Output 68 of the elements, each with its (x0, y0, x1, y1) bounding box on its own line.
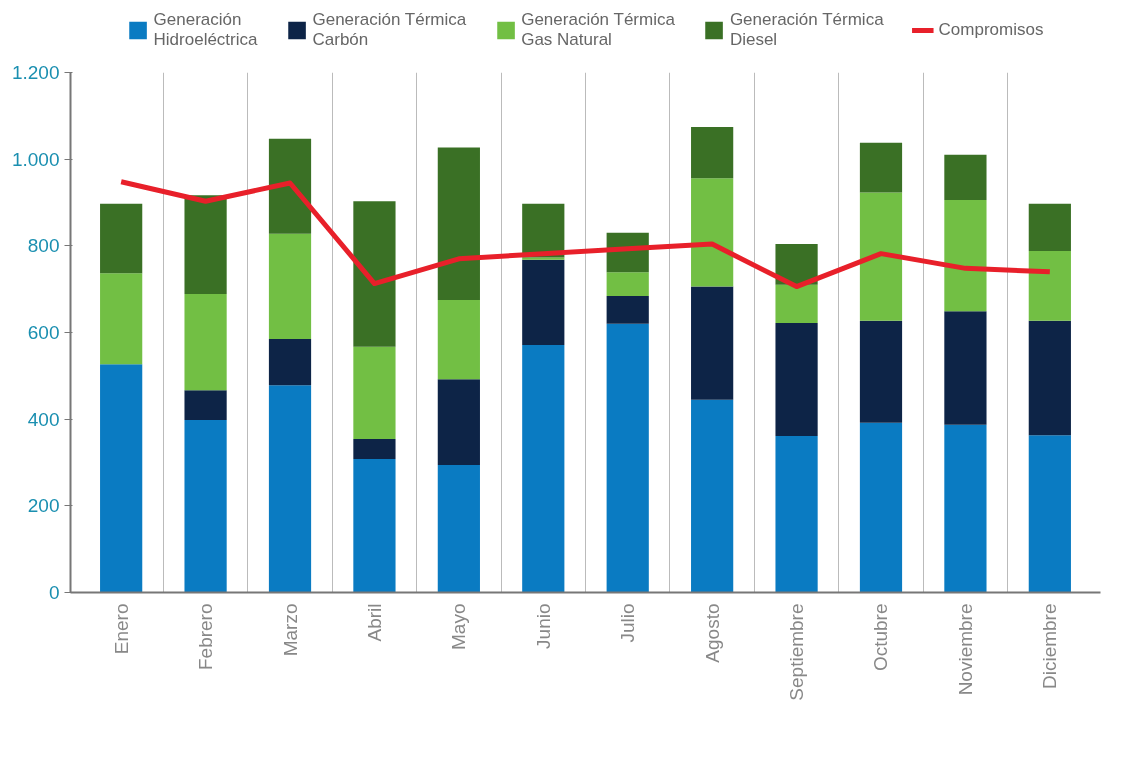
x-tick-label: Julio (617, 603, 639, 643)
bar (1028, 251, 1071, 321)
bar (691, 127, 734, 179)
bar (184, 420, 227, 593)
legend-label: Generación Térmica Carbón (312, 10, 467, 50)
bar (944, 154, 987, 200)
y-tick-label: 800 (27, 235, 60, 257)
legend-label: Compromisos (938, 20, 1044, 40)
y-tick-label: 600 (27, 322, 60, 343)
bar (437, 465, 480, 593)
x-tick-label: Agosto (701, 603, 723, 663)
bar (859, 142, 903, 193)
bar (353, 346, 396, 440)
bar (437, 147, 480, 300)
bar (944, 424, 987, 593)
y-tick-label: 0 (48, 582, 60, 603)
bar (268, 385, 312, 593)
x-tick-label: Febrero (195, 603, 217, 671)
bar (606, 272, 649, 297)
bar (437, 300, 480, 380)
bar (859, 320, 903, 423)
x-tick-label: Diciembre (1039, 603, 1061, 690)
x-tick-label: Junio (532, 603, 554, 649)
bar (944, 311, 987, 425)
bar (775, 284, 818, 323)
y-tick-label: 1.000 (11, 148, 60, 170)
bar (606, 323, 649, 593)
bar (691, 178, 734, 287)
bar (522, 257, 565, 260)
bar (184, 293, 227, 391)
x-tick-label: Enero (110, 603, 132, 655)
bar (775, 322, 818, 437)
y-tick-label: 200 (27, 495, 60, 517)
x-tick-label: Marzo (279, 603, 301, 657)
bar (944, 199, 987, 312)
bar (437, 379, 480, 466)
bar (775, 436, 818, 593)
x-tick-label: Noviembre (954, 603, 976, 696)
y-tick-label: 1.200 (11, 62, 60, 83)
bar (184, 390, 227, 421)
bar (100, 364, 143, 593)
bar (184, 195, 227, 294)
bar (691, 286, 734, 400)
x-tick-label: Mayo (448, 603, 470, 650)
bar (1028, 203, 1071, 252)
y-tick-label: 400 (27, 408, 60, 430)
x-tick-label: Abril (363, 603, 385, 642)
legend-label: Generación Hidroeléctrica (153, 10, 258, 50)
legend-label: Generación Térmica Gas Natural (521, 10, 675, 50)
bar (522, 345, 565, 593)
bar (859, 422, 903, 593)
bar (1028, 320, 1071, 436)
bar (268, 138, 312, 234)
bar (100, 273, 143, 365)
bar (1028, 435, 1071, 593)
bar (353, 459, 396, 593)
bar (353, 439, 396, 460)
bar (522, 259, 565, 346)
legend-label: Generación Térmica Diesel (729, 10, 884, 50)
x-tick-label: Septiembre (786, 603, 808, 701)
bar (859, 192, 903, 321)
bar (606, 296, 649, 324)
x-tick-label: Octubre (870, 603, 892, 672)
bar (268, 233, 312, 339)
bar (268, 339, 312, 386)
bar (691, 399, 734, 593)
bar (353, 201, 396, 347)
bar (100, 203, 143, 274)
